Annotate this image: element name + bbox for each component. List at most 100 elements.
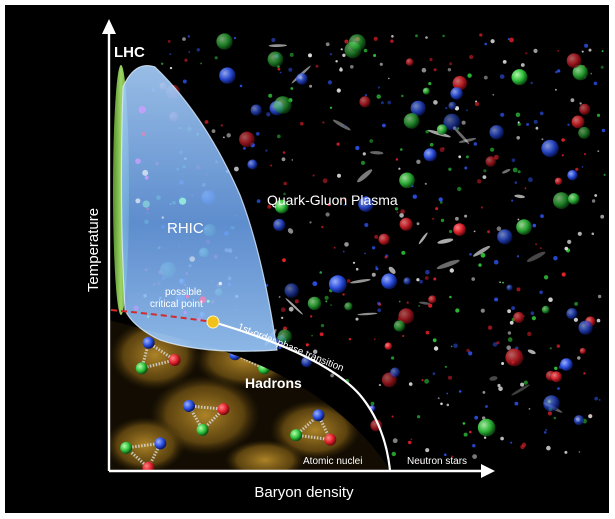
quark-dot <box>336 142 340 146</box>
quark-dot <box>478 263 482 267</box>
quark-dot <box>438 197 443 202</box>
quark-dot <box>507 331 512 335</box>
quark-dot <box>373 36 378 41</box>
quark-dot <box>469 430 472 434</box>
quark-dot <box>289 52 294 57</box>
quark-dot <box>352 261 356 264</box>
quark-dot <box>474 415 479 420</box>
quark-dot <box>579 102 582 105</box>
quark-dot <box>416 222 420 226</box>
quark-dot <box>548 297 553 303</box>
quark-dot <box>309 221 312 224</box>
quark-dot <box>167 40 171 43</box>
quark-dot <box>557 387 560 390</box>
quark-dot <box>161 62 164 65</box>
quark-sphere <box>513 312 525 323</box>
gluon-streak <box>418 301 431 305</box>
quark-dot <box>472 454 477 459</box>
quark-dot <box>473 142 477 146</box>
quark-dot <box>391 356 395 360</box>
quark-dot <box>325 42 330 47</box>
quark-sphere <box>553 192 570 210</box>
quark-dot <box>300 121 304 126</box>
quark-sphere <box>554 177 563 185</box>
quark-dot <box>425 448 430 453</box>
quark-dot <box>377 308 382 313</box>
quark-dot <box>502 281 504 284</box>
quark-dot <box>444 365 447 368</box>
quark-sphere <box>477 418 496 437</box>
rhic-particle <box>185 294 190 299</box>
quark-dot <box>455 216 459 221</box>
hadron-quark <box>135 362 148 375</box>
quark-dot <box>577 356 581 360</box>
quark-dot <box>591 232 595 236</box>
gluon-streak <box>458 137 477 143</box>
quark-dot <box>348 338 352 341</box>
quark-dot <box>424 276 429 280</box>
quark-dot <box>417 415 421 419</box>
quark-dot <box>545 428 548 431</box>
quark-dot <box>525 52 528 55</box>
quark-dot <box>429 142 434 147</box>
quark-dot <box>223 136 225 139</box>
quark-dot <box>362 152 366 156</box>
quark-sphere <box>578 126 591 139</box>
quark-dot <box>433 100 438 105</box>
quark-dot <box>472 444 476 448</box>
quark-dot <box>340 48 343 51</box>
quark-dot <box>364 252 366 255</box>
quark-dot <box>308 53 312 58</box>
quark-dot <box>469 253 472 256</box>
rhic-particle <box>142 169 149 176</box>
quark-sphere <box>219 67 236 84</box>
quark-dot <box>600 214 605 219</box>
quark-dot <box>490 147 495 152</box>
rhic-label: RHIC <box>167 220 204 237</box>
quark-sphere <box>216 33 233 50</box>
quark-dot <box>433 346 439 351</box>
quark-dot <box>549 347 552 350</box>
rhic-particle <box>135 198 141 204</box>
quark-dot <box>483 436 487 439</box>
quark-dot <box>283 181 288 186</box>
quark-dot <box>425 130 429 134</box>
quark-dot <box>473 230 476 233</box>
rhic-particle <box>183 310 187 315</box>
quark-dot <box>428 303 433 308</box>
quark-dot <box>554 366 558 370</box>
hadron-glow <box>225 440 305 470</box>
quark-dot <box>483 169 487 173</box>
quark-dot <box>561 138 565 142</box>
quark-dot <box>500 112 505 117</box>
quark-dot <box>319 271 323 274</box>
quark-dot <box>591 199 596 203</box>
quark-dot <box>277 67 281 71</box>
critical-point-marker <box>206 315 220 329</box>
quark-dot <box>439 201 443 204</box>
quark-dot <box>346 279 351 283</box>
quark-dot <box>467 73 472 78</box>
quark-dot <box>463 432 468 437</box>
quark-dot <box>382 123 386 128</box>
quark-dot <box>584 43 589 48</box>
quark-sphere <box>543 395 560 412</box>
quark-dot <box>418 305 420 307</box>
quark-dot <box>490 39 495 44</box>
quark-sphere <box>403 113 420 129</box>
quark-dot <box>319 332 324 337</box>
rhic-particle <box>141 132 146 136</box>
gluon-streak <box>357 312 378 316</box>
quark-sphere <box>274 199 289 214</box>
quark-dot <box>281 316 284 319</box>
quark-dot <box>283 192 286 196</box>
quark-dot <box>539 111 544 116</box>
rhic-particle <box>218 281 222 286</box>
quark-dot <box>564 246 569 251</box>
quark-dot <box>425 330 430 335</box>
quark-sphere <box>448 101 457 110</box>
quark-dot <box>496 341 500 345</box>
quark-dot <box>234 166 239 172</box>
quark-dot <box>450 345 453 348</box>
quark-dot <box>371 246 376 250</box>
